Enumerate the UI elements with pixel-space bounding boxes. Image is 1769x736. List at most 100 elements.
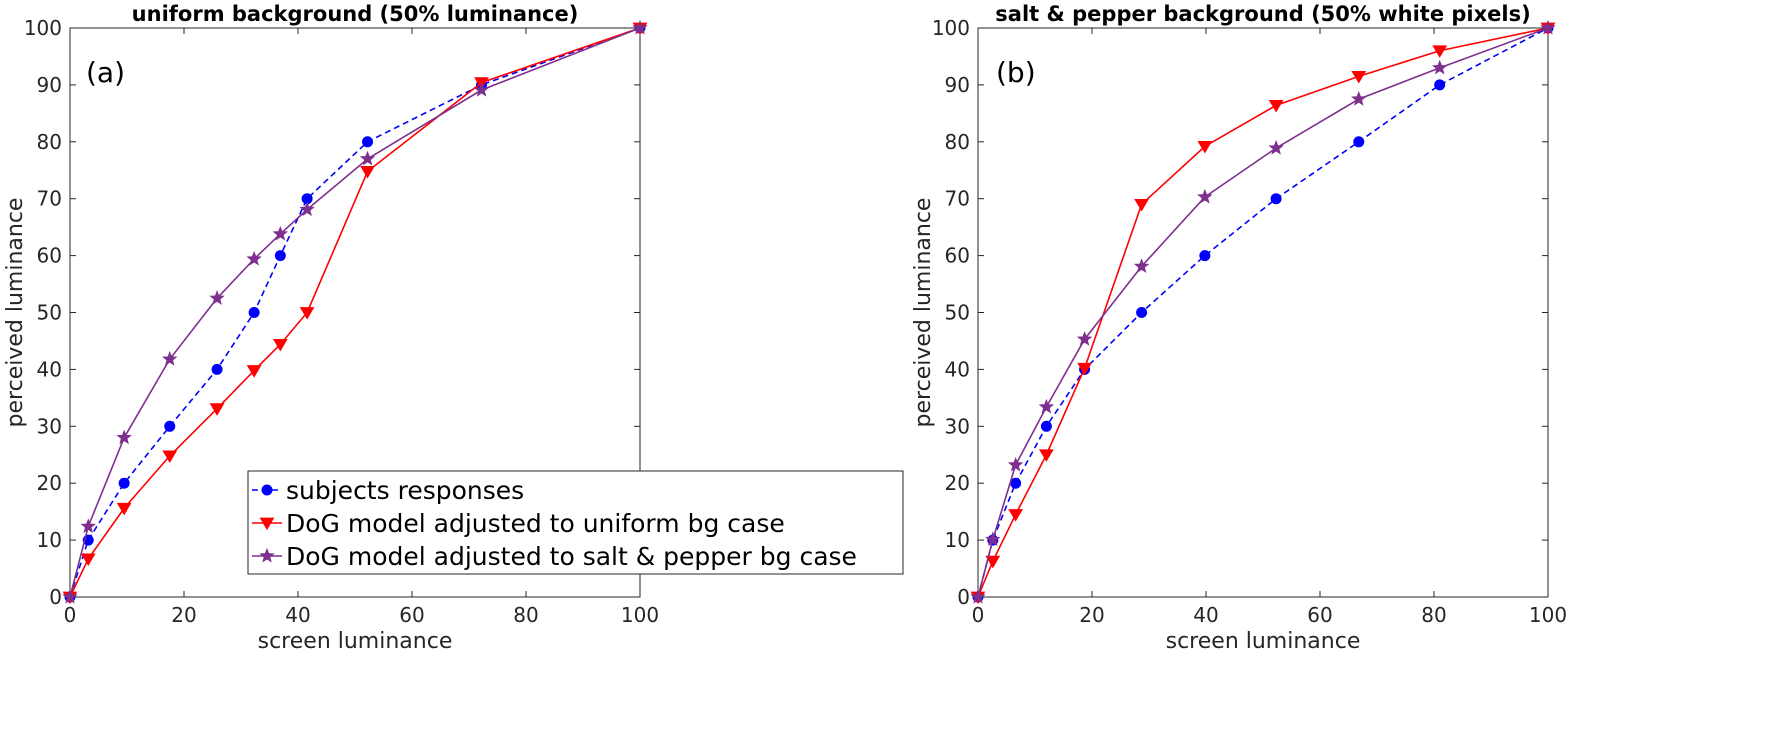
data-point (1353, 136, 1365, 148)
x-tick-label: 40 (1193, 603, 1218, 627)
y-tick-label: 70 (37, 187, 62, 211)
y-tick-label: 100 (932, 16, 970, 40)
x-tick-label: 0 (972, 603, 985, 627)
y-tick-label: 60 (37, 244, 62, 268)
data-point (1007, 456, 1024, 472)
data-point (118, 477, 130, 489)
legend-marker (259, 547, 275, 563)
data-point (1010, 477, 1022, 489)
data-point (359, 150, 376, 166)
y-tick-label: 40 (37, 357, 62, 381)
y-tick-label: 30 (37, 414, 62, 438)
x-tick-label: 20 (171, 603, 196, 627)
data-point (1133, 258, 1150, 273)
x-tick-label: 80 (513, 603, 538, 627)
y-tick-label: 20 (37, 471, 62, 495)
data-point (248, 307, 260, 318)
data-point (272, 338, 288, 352)
y-tick-label: 60 (945, 244, 970, 268)
data-point (1431, 59, 1448, 75)
y-tick-label: 90 (37, 73, 62, 97)
y-tick-label: 70 (945, 187, 970, 211)
y-tick-label: 80 (945, 130, 970, 154)
y-tick-label: 90 (945, 73, 970, 97)
x-axis-label: screen luminance (258, 629, 453, 654)
data-point (1199, 250, 1211, 262)
data-point (1270, 193, 1282, 205)
data-point (1136, 307, 1148, 318)
data-point (1197, 188, 1213, 204)
data-point (1268, 139, 1284, 155)
data-point (116, 502, 132, 516)
y-tick-label: 80 (37, 130, 62, 154)
data-point (116, 429, 132, 445)
legend: subjects responses DoG model adjusted to … (247, 470, 904, 575)
data-point (1351, 91, 1367, 106)
data-point (274, 250, 286, 262)
y-tick-label: 100 (24, 16, 62, 40)
x-tick-label: 60 (1307, 603, 1332, 627)
data-point (272, 225, 289, 241)
data-point (1268, 100, 1284, 113)
data-point (985, 555, 1001, 569)
panel-label: (a) (86, 56, 125, 89)
data-point (246, 250, 262, 266)
legend-item: subjects responses (252, 476, 524, 505)
legend-label: DoG model adjusted to salt & pepper bg c… (286, 542, 857, 571)
x-tick-label: 0 (64, 603, 77, 627)
data-point (362, 136, 374, 148)
y-tick-label: 30 (945, 414, 970, 438)
x-tick-label: 100 (621, 603, 659, 627)
y-tick-label: 10 (945, 528, 970, 552)
data-point (211, 363, 223, 375)
data-point (1351, 70, 1367, 84)
data-point (1039, 449, 1054, 462)
legend-label: subjects responses (286, 476, 524, 505)
data-point (162, 450, 178, 464)
data-point (1077, 362, 1092, 376)
data-point (209, 403, 225, 416)
data-point (632, 19, 648, 35)
data-point (162, 351, 178, 366)
data-point (246, 365, 262, 378)
data-point (80, 553, 96, 567)
x-tick-label: 80 (1421, 603, 1446, 627)
data-point (1134, 199, 1149, 212)
y-tick-label: 40 (945, 357, 970, 381)
y-tick-label: 0 (957, 585, 970, 609)
x-tick-label: 60 (399, 603, 424, 627)
chart-title: uniform background (50% luminance) (132, 2, 579, 26)
data-point (1008, 509, 1023, 522)
data-point (985, 531, 1001, 547)
chart-title: salt & pepper background (50% white pixe… (995, 2, 1530, 26)
legend-marker (259, 517, 275, 531)
data-point (1040, 420, 1052, 432)
data-point (1432, 45, 1448, 58)
x-tick-label: 40 (285, 603, 310, 627)
y-tick-label: 50 (945, 301, 970, 325)
data-point (299, 201, 315, 217)
data-point (473, 81, 490, 97)
data-point (1434, 79, 1446, 91)
data-point (1038, 398, 1055, 414)
data-point (1076, 331, 1093, 346)
chart-panel-b: 0 20 40 60 80 100 0 10 20 30 40 50 60 70 80 90 100 screen… (911, 2, 1567, 654)
data-point (1540, 19, 1556, 35)
chart-panel-a: 0 20 40 60 80 100 0 10 20 30 40 50 60 70 80 90 100 screen… (3, 2, 904, 654)
x-axis-label: screen luminance (1166, 629, 1361, 654)
y-tick-label: 0 (49, 585, 62, 609)
data-point (1197, 140, 1213, 154)
legend-item: DoG model adjusted to uniform bg case (252, 509, 785, 538)
series-2 (62, 19, 648, 604)
y-axis-label: perceived luminance (911, 198, 936, 428)
y-tick-label: 20 (945, 471, 970, 495)
data-point (360, 166, 375, 179)
x-tick-label: 100 (1529, 603, 1567, 627)
y-axis-label: perceived luminance (3, 198, 28, 428)
legend-box (247, 470, 904, 575)
y-tick-label: 10 (37, 528, 62, 552)
legend-label: DoG model adjusted to uniform bg case (286, 509, 785, 538)
data-point (164, 420, 176, 432)
data-point (299, 307, 315, 320)
